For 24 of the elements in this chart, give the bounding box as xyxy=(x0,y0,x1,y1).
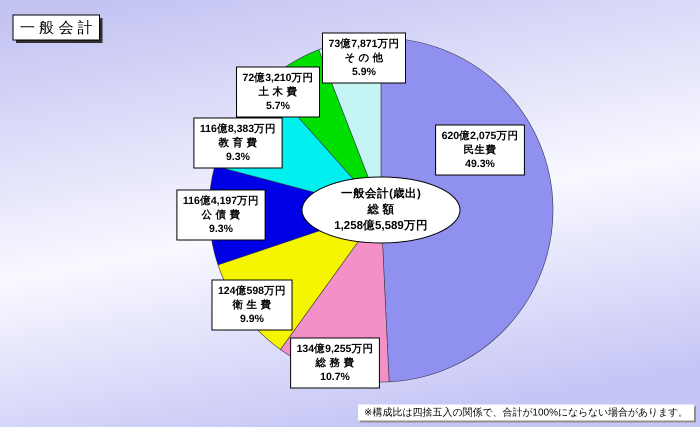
text: 116億8,383万円 xyxy=(200,123,276,135)
data-label: 9.3% xyxy=(226,151,251,163)
text: 73億7,871万円 xyxy=(328,38,400,50)
text: 116億4,197万円 xyxy=(182,195,260,207)
text: 134億9,255万円 xyxy=(296,343,374,355)
text: ※構成比は四捨五入の関係で、合計が100%にならない場合があります。 xyxy=(364,406,688,418)
slice-label: 公 債 費 xyxy=(200,208,240,221)
slice-label: 総 務 費 xyxy=(314,356,354,369)
slice-label: 衛 生 費 xyxy=(232,298,272,311)
slice-label: 民生費 xyxy=(464,143,496,156)
slice-label: 土 木 費 xyxy=(258,85,298,98)
data-label: 10.7% xyxy=(320,371,351,383)
slice-label: そ の 他 xyxy=(344,51,384,64)
data-label: 49.3% xyxy=(465,158,496,170)
data-label: 5.7% xyxy=(266,100,291,112)
text: 一般会計(歳出) 総 額 1,258億5,589万円 xyxy=(334,186,428,232)
data-label: 9.9% xyxy=(240,313,265,325)
text: 72億3,210万円 xyxy=(242,72,314,84)
data-label: 5.9% xyxy=(352,66,377,78)
text: 124億598万円 xyxy=(218,285,286,297)
text: 一 般 会 計 xyxy=(20,20,93,36)
data-label: 9.3% xyxy=(209,223,234,235)
text: 620億2,075万円 xyxy=(442,130,518,142)
slice-label: 教 育 費 xyxy=(218,136,258,149)
